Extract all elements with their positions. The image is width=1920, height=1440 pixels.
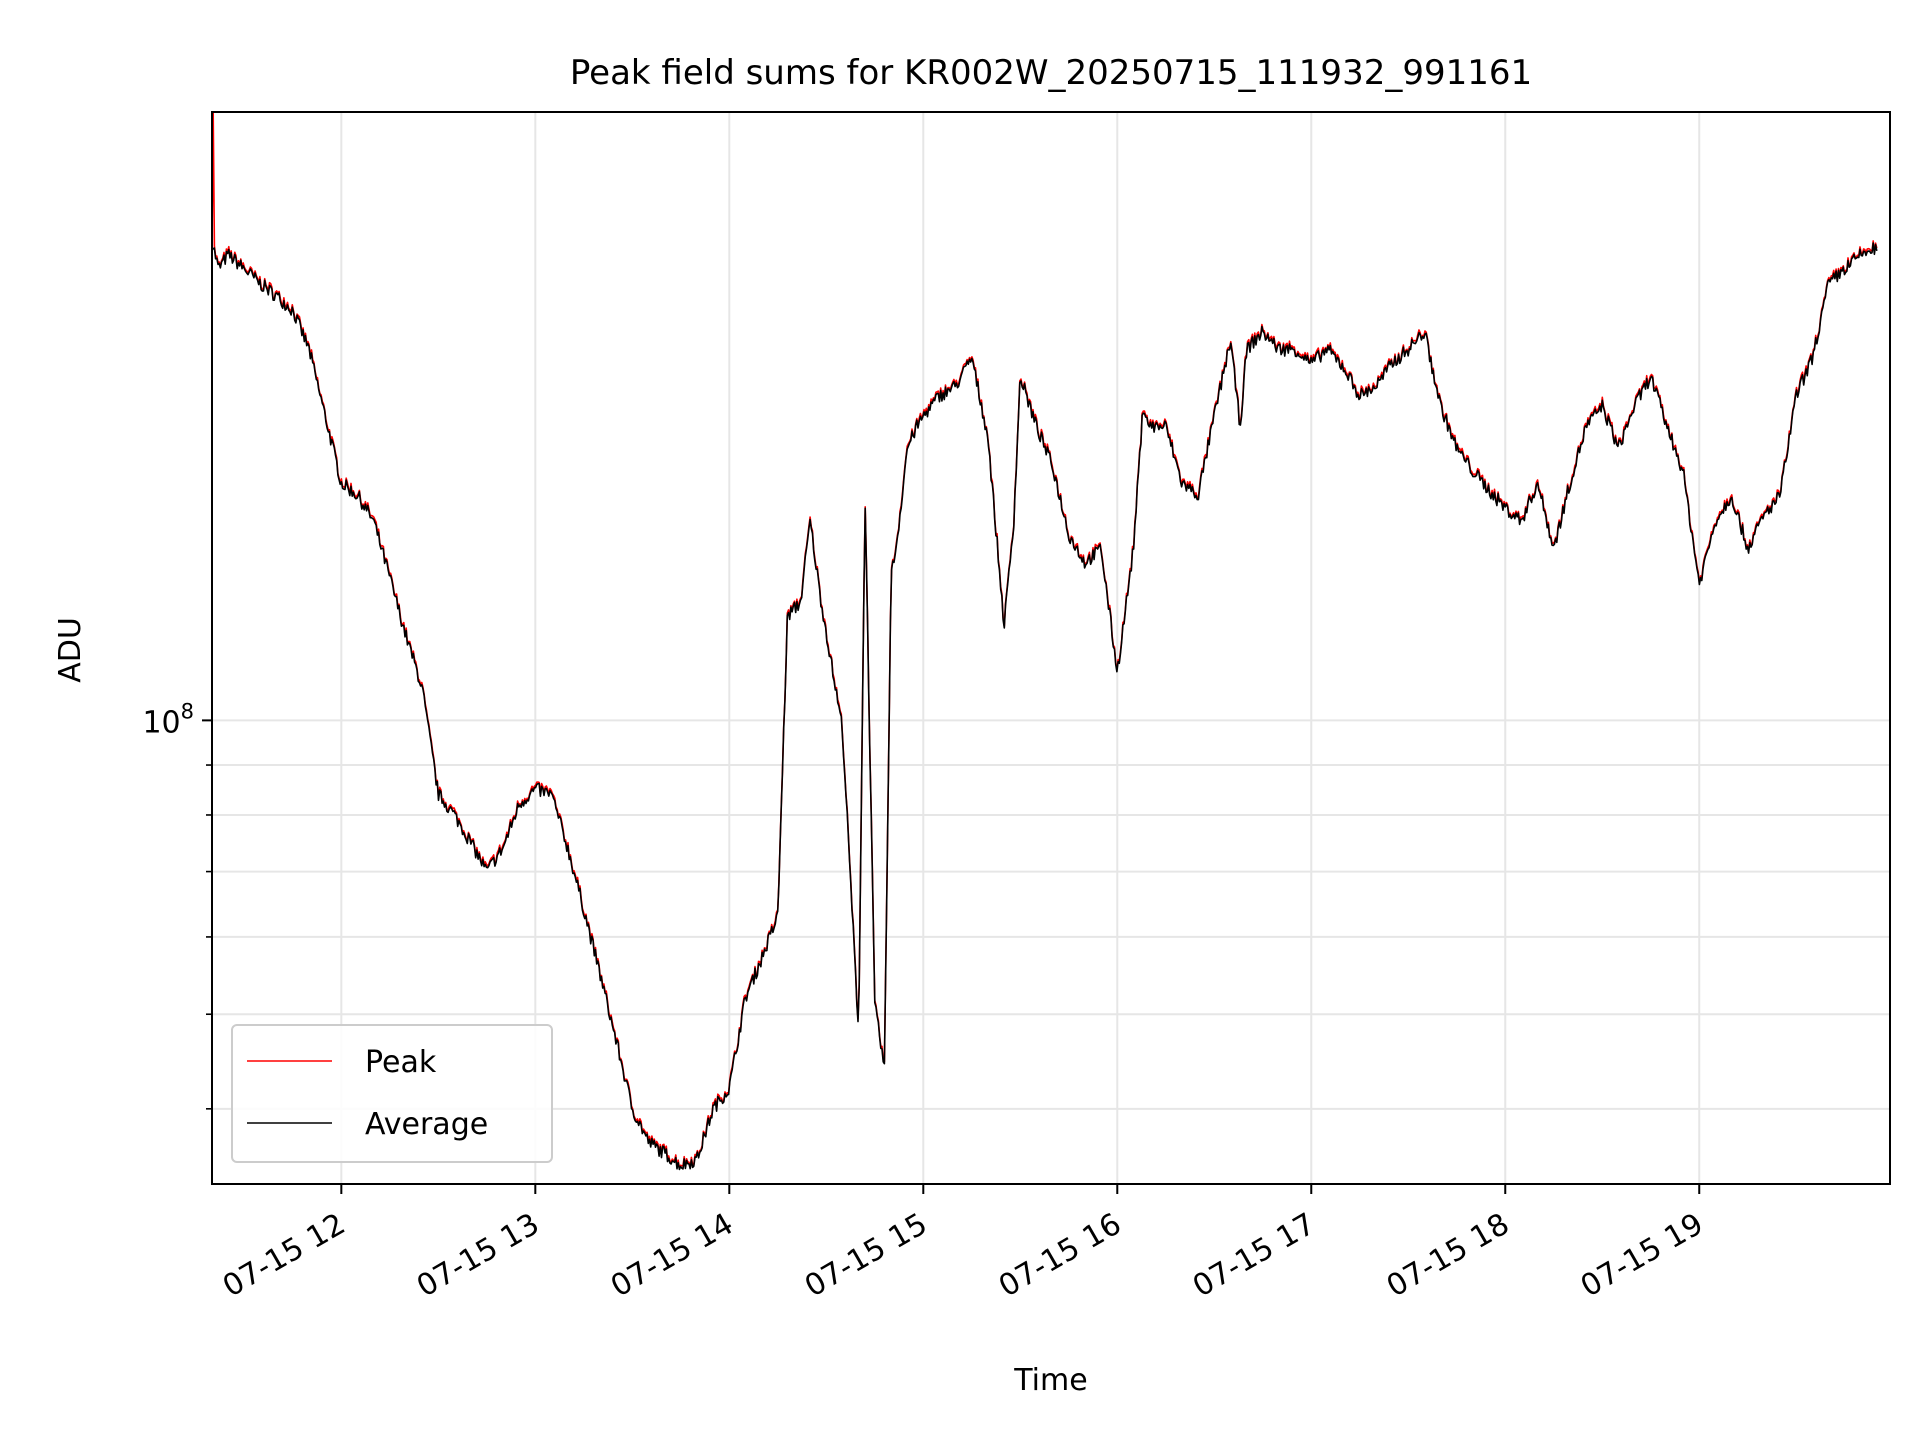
legend-average-label: Average [365,1107,488,1142]
y-tick-label: 108 [142,699,194,740]
legend-peak-label: Peak [365,1045,437,1080]
legend: Peak Average [231,1024,553,1163]
y-axis-label: ADU [53,617,88,683]
grid [212,112,1890,1184]
chart-title: Peak field sums for KR002W_20250715_1119… [570,53,1532,93]
legend-box [231,1024,553,1163]
series-layer [211,112,1878,1171]
series-average-line [211,242,1878,1171]
plot-frame [211,111,1891,1185]
x-axis-label: Time [1013,1363,1087,1398]
